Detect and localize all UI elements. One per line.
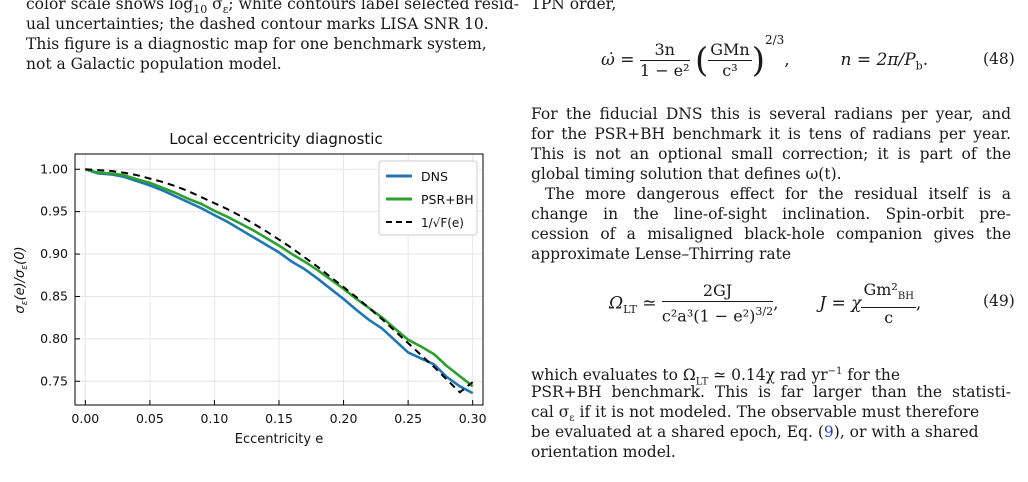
paragraph-1-line-1: For the fiducial DNS this is several rad… xyxy=(531,105,1011,123)
legend-label-model: 1/√F(e) xyxy=(421,216,464,230)
x-axis-ticks: 0.00 0.05 0.10 0.15 0.20 0.25 0.30 xyxy=(71,400,487,426)
paragraph-3-line-3: cal σε if it is not modeled. The observa… xyxy=(531,403,980,425)
caption-line-2: ual uncertainties; the dashed contour ma… xyxy=(26,15,489,33)
paragraph-2-line-4: approximate Lense–Thirring rate xyxy=(531,245,792,263)
legend-box xyxy=(378,160,478,236)
x-tick-label: 0.30 xyxy=(459,411,487,426)
series-line-model xyxy=(85,168,474,394)
x-tick-label: 0.25 xyxy=(394,411,422,426)
y-axis-ticks: 0.75 0.80 0.85 0.90 0.95 1.00 xyxy=(40,161,80,388)
x-tick-label: 0.15 xyxy=(265,411,293,426)
paragraph-2-line-1: The more dangerous effect for the residu… xyxy=(545,185,1011,203)
paragraph-2-line-2: change in the line-of-sight inclination.… xyxy=(531,205,1011,223)
equation-48-number: (48) xyxy=(983,50,1015,68)
chart-grid xyxy=(75,154,483,405)
y-tick-label: 0.95 xyxy=(40,204,68,219)
caption-line-1: color scale shows log10 σε; white contou… xyxy=(26,0,519,17)
x-tick-label: 0.00 xyxy=(71,411,99,426)
paragraph-3-line-1: which evaluates to ΩLT ≃ 0.14χ rad yr−1 … xyxy=(531,366,901,388)
equation-48: ω̇ = 3n 1 − e² (GMn c³)2/3, n = 2π/Pb. xyxy=(601,33,929,81)
series-line-dns xyxy=(84,168,474,395)
paragraph-1-line-3: This is not an optional small correction… xyxy=(531,145,1011,163)
equation-49-number: (49) xyxy=(983,292,1015,310)
chart-legend: DNS PSR+BH 1/√F(e) xyxy=(378,160,478,236)
paragraph-2-line-3: cession of a misaligned black-hole compa… xyxy=(531,225,1011,243)
caption-line-3: This figure is a diagnostic map for one … xyxy=(26,35,487,53)
equation-9-link[interactable]: 9 xyxy=(823,423,834,441)
y-tick-label: 0.75 xyxy=(40,373,68,388)
paragraph-1-line-2: for the PSR+BH benchmark it is tens of r… xyxy=(531,125,1011,143)
x-tick-label: 0.20 xyxy=(330,411,358,426)
paragraph-1-line-4: global timing solution that defines ω(t)… xyxy=(531,165,842,183)
chart-series-layer xyxy=(84,168,474,395)
caption-line-4: not a Galactic population model. xyxy=(26,55,282,73)
eccentricity-diagnostic-chart: Local eccentricity diagnostic 0.00 0.05 0.… xyxy=(13,130,487,447)
series-line-psrbh xyxy=(84,168,474,388)
x-tick-label: 0.10 xyxy=(201,411,229,426)
chart-title: Local eccentricity diagnostic xyxy=(169,130,382,148)
legend-label-psrbh: PSR+BH xyxy=(421,192,474,207)
x-axis-label: Eccentricity e xyxy=(235,432,323,447)
right-top-fragment: 1PN order, xyxy=(531,0,617,13)
y-tick-label: 0.90 xyxy=(40,246,68,261)
y-tick-label: 1.00 xyxy=(40,161,68,176)
y-tick-label: 0.85 xyxy=(40,288,68,303)
equation-49: ΩLT ≃ 2GJ c²a³(1 − e²)3/2, J = χ Gm²BH c, xyxy=(609,280,922,328)
paragraph-3-line-4: be evaluated at a shared epoch, Eq. (9),… xyxy=(531,423,979,441)
x-tick-label: 0.05 xyxy=(136,411,164,426)
paragraph-3-line-5: orientation model. xyxy=(531,443,676,461)
legend-label-dns: DNS xyxy=(421,169,448,184)
y-axis-label: σε(e)/σε(0) xyxy=(13,246,30,313)
paragraph-3-line-2: PSR+BH benchmark. This is far larger tha… xyxy=(531,383,1011,401)
y-tick-label: 0.80 xyxy=(40,331,68,346)
